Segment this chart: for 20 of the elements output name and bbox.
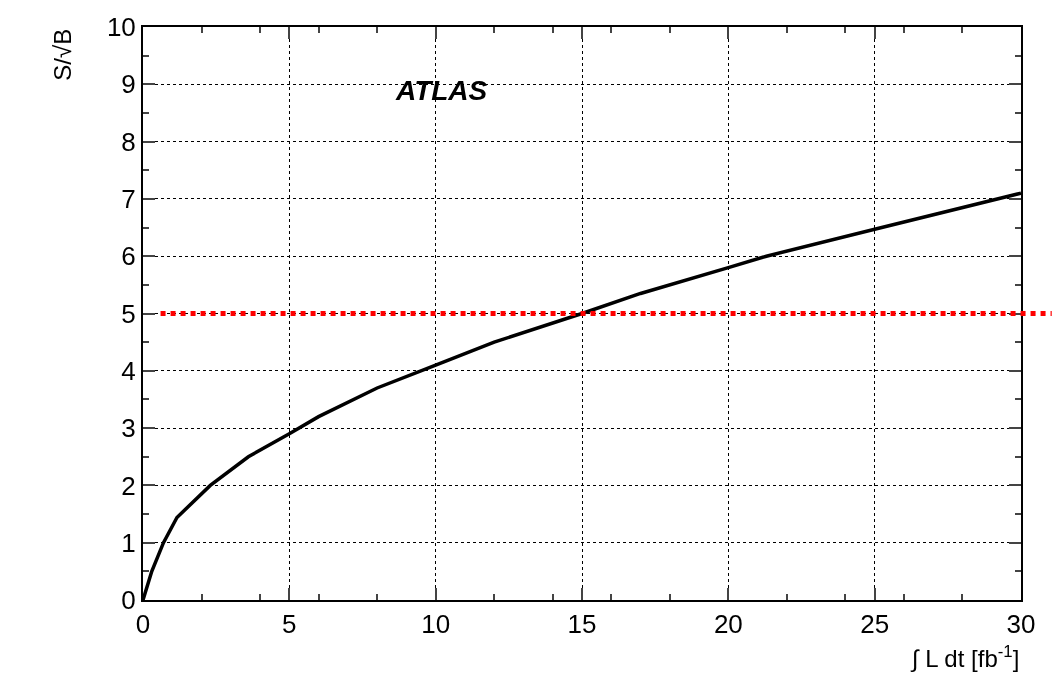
annotation: ATLAS: [395, 75, 488, 106]
y-tick-label: 4: [121, 355, 136, 386]
x-axis-title: ∫ L dt [fb$^{-1}$]: [910, 642, 1020, 674]
y-tick-label: 10: [106, 12, 136, 43]
y-tick-label: 8: [121, 126, 136, 157]
y-axis-title: S/√B: [48, 28, 76, 81]
x-tick-label: 25: [860, 609, 890, 640]
y-tick-label: 0: [121, 585, 136, 616]
y-tick-label: 6: [121, 241, 136, 272]
y-tick-label: 5: [121, 298, 136, 329]
x-tick-label: 5: [282, 609, 297, 640]
x-tick-label: 10: [421, 609, 451, 640]
y-tick-label: 1: [121, 527, 136, 558]
x-tick-label: 30: [1006, 609, 1036, 640]
x-tick-label: 20: [713, 609, 743, 640]
y-tick-label: 9: [121, 69, 136, 100]
y-tick-label: 7: [121, 184, 136, 214]
y-tick-label: 3: [121, 413, 136, 444]
x-tick-label: 15: [567, 609, 597, 640]
y-tick-label: 2: [121, 470, 136, 501]
